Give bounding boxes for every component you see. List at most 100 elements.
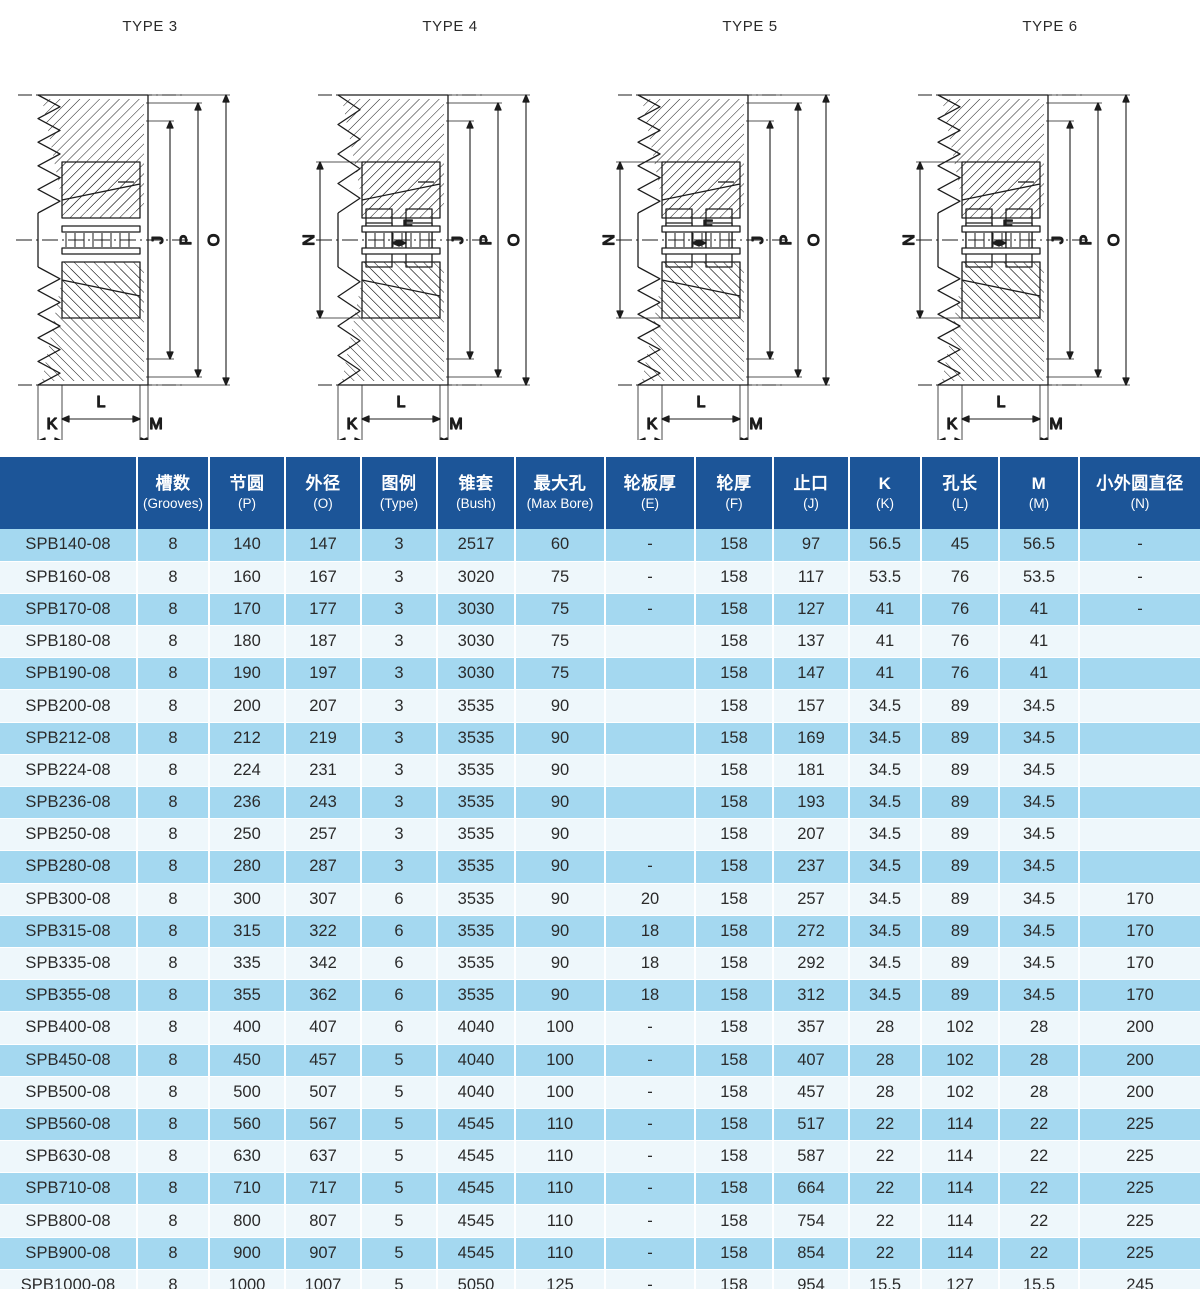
cell-n — [1079, 722, 1200, 755]
cell-maxbore: 100 — [515, 1011, 606, 1045]
cell-type: 3 — [361, 593, 438, 627]
column-header-en: (O) — [313, 495, 333, 511]
column-header-cn: K — [878, 473, 892, 493]
table-row: SPB212-08 8 212 219 3 3535 90 158 169 34.5 89 34.5 — [0, 722, 1200, 755]
cell-type: 3 — [361, 561, 438, 594]
cell-f: 158 — [695, 915, 774, 948]
cell-p: 170 — [209, 593, 286, 627]
cell-grooves: 8 — [137, 818, 210, 852]
cell-maxbore: 90 — [515, 979, 606, 1013]
cell-e: - — [605, 529, 696, 562]
cell-grooves: 8 — [137, 689, 210, 723]
cell-k: 53.5 — [849, 561, 922, 594]
cell-grooves: 8 — [137, 1076, 210, 1109]
cell-bush: 4040 — [437, 1076, 516, 1109]
cell-bush: 3030 — [437, 657, 516, 691]
cell-j: 664 — [773, 1172, 850, 1206]
cell-o: 567 — [285, 1108, 362, 1142]
specification-table-container: 槽数 (Grooves) 节圆 (P) 外径 (O) 图例 (Type) 锥套 (Bush) 最大孔… — [0, 457, 1200, 1289]
cell-j: 292 — [773, 947, 850, 981]
cell-o: 231 — [285, 754, 362, 788]
cell-maxbore: 110 — [515, 1108, 606, 1142]
dimension-label-O: O — [806, 234, 823, 246]
cell-model: SPB180-08 — [0, 625, 138, 659]
cell-k: 34.5 — [849, 979, 922, 1013]
cell-m: 28 — [999, 1076, 1080, 1109]
cell-bush: 3535 — [437, 883, 516, 916]
cell-f: 158 — [695, 561, 774, 594]
cell-p: 450 — [209, 1044, 286, 1077]
cell-n: 170 — [1079, 915, 1200, 948]
cell-j: 147 — [773, 657, 850, 691]
cell-j: 257 — [773, 883, 850, 916]
column-header-cn: 小外圆直径 — [1096, 473, 1184, 493]
cell-l: 102 — [921, 1044, 1000, 1077]
cell-p: 400 — [209, 1011, 286, 1045]
cell-type: 6 — [361, 979, 438, 1013]
dimension-label-M: M — [449, 416, 462, 433]
table-row: SPB630-08 8 630 637 5 4545 110-158 587 22 114 22 22… — [0, 1140, 1200, 1174]
cell-type: 3 — [361, 754, 438, 788]
cell-m: 34.5 — [999, 722, 1080, 755]
cell-p: 190 — [209, 657, 286, 691]
cell-n: 170 — [1079, 979, 1200, 1013]
cell-l: 89 — [921, 818, 1000, 852]
cell-p: 160 — [209, 561, 286, 594]
cell-o: 287 — [285, 850, 362, 884]
cell-e: - — [605, 1204, 696, 1238]
cell-k: 22 — [849, 1204, 922, 1238]
cell-m: 22 — [999, 1237, 1080, 1270]
cell-e: - — [605, 1076, 696, 1109]
cell-j: 517 — [773, 1108, 850, 1142]
cell-j: 457 — [773, 1076, 850, 1109]
column-header-l: 孔长 (L) — [921, 457, 1000, 529]
cell-m: 34.5 — [999, 754, 1080, 788]
cell-o: 307 — [285, 883, 362, 916]
cell-o: 1007 — [285, 1269, 362, 1289]
cell-n: - — [1079, 561, 1200, 594]
cell-k: 22 — [849, 1108, 922, 1142]
cell-o: 147 — [285, 529, 362, 562]
cell-type: 3 — [361, 850, 438, 884]
cell-j: 157 — [773, 689, 850, 723]
cell-grooves: 8 — [137, 915, 210, 948]
cell-l: 114 — [921, 1204, 1000, 1238]
column-header-cn: 节圆 — [229, 473, 265, 493]
table-row: SPB250-08 8 250 257 3 3535 90 158 207 34.5 89 34.5 — [0, 818, 1200, 852]
cell-bush: 4040 — [437, 1011, 516, 1045]
cell-e: - — [605, 1011, 696, 1045]
cell-m: 34.5 — [999, 850, 1080, 884]
column-header-cn: 轮厚 — [716, 473, 752, 493]
cell-p: 710 — [209, 1172, 286, 1206]
cell-n: 225 — [1079, 1140, 1200, 1174]
cell-e: 18 — [605, 979, 696, 1013]
cell-grooves: 8 — [137, 625, 210, 659]
dimension-label-L: L — [697, 394, 706, 411]
table-row: SPB500-08 8 500 507 5 4040 100-158 457 28 102 28 20… — [0, 1076, 1200, 1109]
cell-n: 225 — [1079, 1172, 1200, 1206]
cell-o: 243 — [285, 786, 362, 820]
cell-e: - — [605, 1237, 696, 1270]
cell-j: 587 — [773, 1140, 850, 1174]
cell-k: 34.5 — [849, 915, 922, 948]
cell-o: 257 — [285, 818, 362, 852]
cell-f: 158 — [695, 786, 774, 820]
cell-bush: 3535 — [437, 947, 516, 981]
cell-type: 5 — [361, 1108, 438, 1142]
column-header-cn: 轮板厚 — [623, 473, 677, 493]
pulley-diagram-type-5: TYPE 5EJPONLKMF — [600, 0, 900, 455]
cell-f: 158 — [695, 1011, 774, 1045]
cell-n: 170 — [1079, 883, 1200, 916]
cell-l: 89 — [921, 883, 1000, 916]
cell-model: SPB1000-08 — [0, 1269, 138, 1289]
table-header: 槽数 (Grooves) 节圆 (P) 外径 (O) 图例 (Type) 锥套 (Bush) 最大孔… — [0, 457, 1200, 529]
cell-f: 158 — [695, 818, 774, 852]
column-header-n: 小外圆直径 (N) — [1079, 457, 1200, 529]
table-body: SPB140-08 8 140 147 3 2517 60-158 97 56.5 45 56.5-… — [0, 529, 1200, 1289]
cell-bush: 3535 — [437, 818, 516, 852]
cell-type: 6 — [361, 1011, 438, 1045]
cell-n — [1079, 657, 1200, 691]
cell-model: SPB170-08 — [0, 593, 138, 627]
cell-type: 3 — [361, 657, 438, 691]
cell-k: 22 — [849, 1172, 922, 1206]
